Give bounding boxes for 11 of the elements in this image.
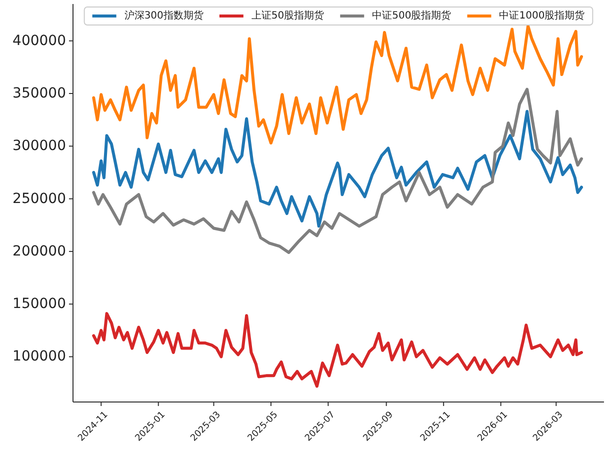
legend-label: 沪深300指数期货 — [124, 10, 204, 22]
y-tick-label: 150000 — [12, 296, 66, 312]
y-tick-label: 250000 — [12, 190, 66, 207]
legend-label: 中证500股指期货 — [372, 10, 452, 22]
legend-label: 中证1000股指期货 — [499, 10, 585, 22]
y-tick-label: 350000 — [12, 85, 66, 102]
y-tick-label: 200000 — [12, 243, 66, 260]
y-tick-label: 400000 — [12, 32, 66, 49]
y-tick-label: 300000 — [12, 138, 66, 154]
y-tick-label: 100000 — [12, 348, 66, 365]
legend-label: 上证50股指期货 — [251, 10, 324, 22]
